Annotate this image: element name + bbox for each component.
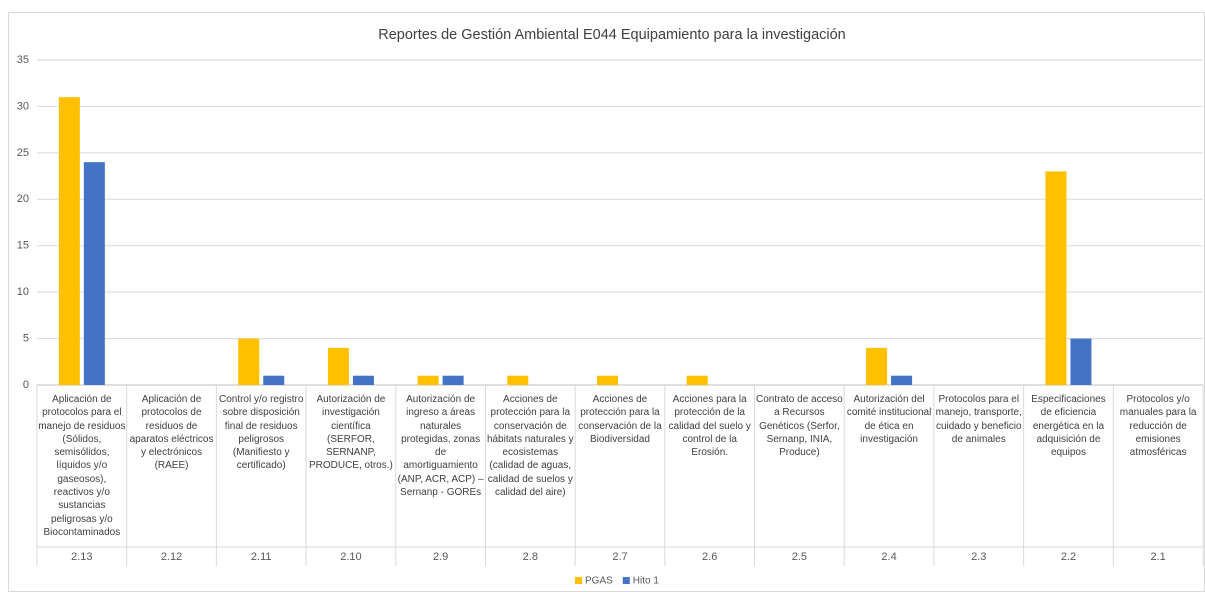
y-tick-label: 30 xyxy=(17,100,29,112)
x-tick-label: 2.10 xyxy=(340,551,361,563)
category-label: Control y/o registro sobre disposición f… xyxy=(218,394,304,472)
y-tick-label: 15 xyxy=(17,240,29,252)
y-tick-label: 20 xyxy=(17,193,29,205)
y-tick-label: 35 xyxy=(17,54,29,66)
category-label: Autorización del comité institucional de… xyxy=(846,394,932,445)
y-tick-label: 0 xyxy=(23,379,29,391)
x-tick-label: 2.11 xyxy=(251,551,272,563)
bar xyxy=(238,338,260,385)
bar xyxy=(442,375,464,385)
legend-swatch xyxy=(575,577,582,584)
chart-title: Reportes de Gestión Ambiental E044 Equip… xyxy=(378,27,846,43)
y-tick-label: 5 xyxy=(23,332,29,344)
category-label: Aplicación de protocolos de residuos de … xyxy=(129,394,214,472)
bar xyxy=(891,375,913,385)
y-tick-label: 10 xyxy=(17,286,29,298)
y-tick-label: 25 xyxy=(17,147,29,159)
bar xyxy=(866,347,888,385)
x-tick-label: 2.9 xyxy=(433,551,448,563)
category-label: Acciones de protección para la conservac… xyxy=(486,394,574,499)
bar xyxy=(1070,338,1092,385)
bar xyxy=(263,375,285,385)
category-label: Aplicación de protocolos para el manejo … xyxy=(38,394,126,538)
bar xyxy=(686,375,708,385)
bar xyxy=(58,97,80,386)
x-tick-label: 2.12 xyxy=(161,551,182,563)
category-label: Protocolos y/o manuales para la reducció… xyxy=(1119,394,1197,459)
x-tick-label: 2.2 xyxy=(1061,551,1076,563)
bar xyxy=(352,375,374,385)
bar xyxy=(327,347,349,385)
legend-label: Hito 1 xyxy=(633,576,660,587)
x-tick-label: 2.4 xyxy=(881,551,896,563)
category-label: Acciones de protección para la conservac… xyxy=(578,394,662,445)
x-tick-label: 2.6 xyxy=(702,551,717,563)
bar xyxy=(507,375,529,385)
bar xyxy=(417,375,439,385)
category-label: Autorización de ingreso a áreas naturale… xyxy=(397,394,484,499)
category-label: Especificaciones de eficiencia energétic… xyxy=(1031,394,1106,459)
x-tick-label: 2.7 xyxy=(612,551,627,563)
x-tick-label: 2.8 xyxy=(523,551,538,563)
legend-label: PGAS xyxy=(585,576,613,587)
x-tick-label: 2.5 xyxy=(792,551,807,563)
category-label: Autorización de investigación científica… xyxy=(308,394,393,472)
category-label: Acciones para la protección de la calida… xyxy=(668,394,751,459)
category-label: Contrato de acceso a Recursos Genéticos … xyxy=(756,394,843,459)
x-tick-label: 2.1 xyxy=(1151,551,1166,563)
x-tick-label: 2.3 xyxy=(971,551,986,563)
category-label: Protocolos para el manejo, transporte, c… xyxy=(935,394,1022,445)
bar xyxy=(83,162,105,385)
x-tick-label: 2.13 xyxy=(71,551,92,563)
bar xyxy=(597,375,618,385)
bar xyxy=(1045,171,1067,385)
chart-border xyxy=(8,12,1205,592)
legend-swatch xyxy=(622,577,630,584)
